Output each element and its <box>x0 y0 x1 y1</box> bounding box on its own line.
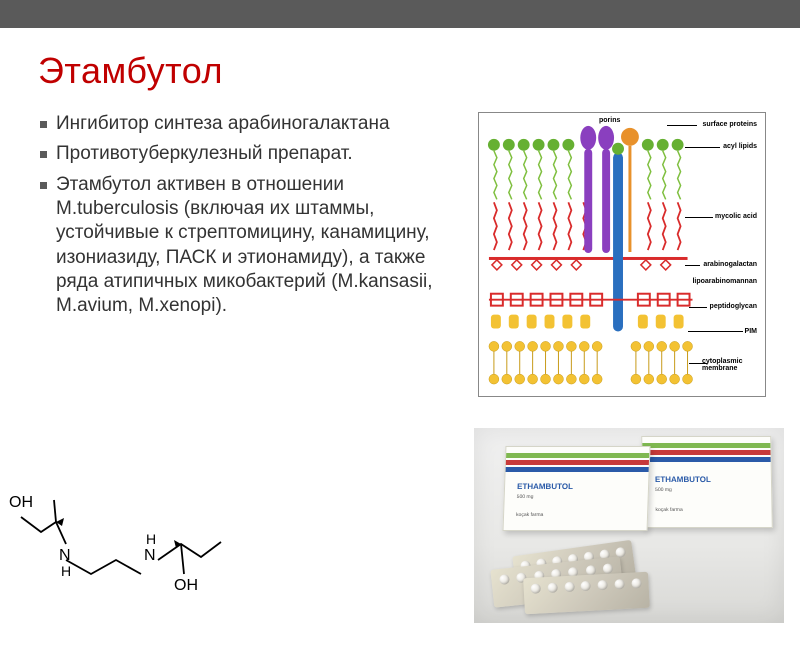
bullet-item: Ингибитор синтеза арабиногалактана <box>38 112 468 136</box>
svg-text:N: N <box>59 547 71 564</box>
blister-pack <box>523 572 650 614</box>
box-brand-label: ETHAMBUTOL <box>517 482 573 491</box>
box-dose-label: 500 mg <box>655 487 672 493</box>
arabinogalactan-row <box>489 257 688 270</box>
surface-protein-shape <box>621 128 639 146</box>
cell-wall-svg <box>479 113 765 396</box>
label-surface-proteins: surface proteins <box>703 121 757 128</box>
label-line <box>689 307 707 308</box>
diagram-column: porins surface proteins acyl lipids myco… <box>478 112 768 397</box>
top-bar <box>0 0 800 28</box>
chem-oh-label: OH <box>9 494 33 511</box>
cell-wall-diagram: porins surface proteins acyl lipids myco… <box>478 112 766 397</box>
content-row: Ингибитор синтеза арабиногалактана Проти… <box>38 112 772 397</box>
label-line <box>667 125 697 126</box>
pim-row <box>491 315 684 329</box>
label-line <box>689 363 707 364</box>
box-dose-label: 500 mg <box>517 494 534 500</box>
medicine-box: ETHAMBUTOL 500 mg koçak farma <box>503 446 651 531</box>
chem-oh-label: OH <box>174 577 198 594</box>
label-arabinogalactan: arabinogalactan <box>703 261 757 268</box>
text-column: Ингибитор синтеза арабиногалактана Проти… <box>38 112 468 397</box>
porin-shape <box>580 126 596 150</box>
bullet-item: Этамбутол активен в отношении M.tubercul… <box>38 173 468 319</box>
label-peptidoglycan: peptidoglycan <box>710 303 757 310</box>
box-brand-label: ETHAMBUTOL <box>655 475 711 484</box>
label-line <box>688 331 743 332</box>
medicine-box: ETHAMBUTOL 500 mg koçak farma <box>641 436 773 528</box>
peptidoglycan-row <box>489 294 693 306</box>
label-acyl-lipids: acyl lipids <box>723 143 757 150</box>
chemical-structure: OH N H N H OH <box>6 482 266 622</box>
lipoarabinomannan-shape <box>613 153 623 332</box>
cytoplasmic-membrane <box>489 341 693 384</box>
bullet-list: Ингибитор синтеза арабиногалактана Проти… <box>38 112 468 319</box>
label-porins: porins <box>599 117 620 124</box>
product-photo: ETHAMBUTOL 500 mg koçak farma ETHAMBUTOL… <box>474 428 784 623</box>
box-maker-label: koçak farma <box>516 512 543 518</box>
chem-n-label: N <box>144 547 156 564</box>
label-mycolic-acid: mycolic acid <box>715 213 757 220</box>
slide-title: Этамбутол <box>38 50 772 92</box>
label-cytoplasmic-membrane: cytoplasmic membrane <box>702 358 757 372</box>
slide-body: Этамбутол Ингибитор синтеза арабиногалак… <box>0 28 800 397</box>
label-line <box>685 265 700 266</box>
box-maker-label: koçak farma <box>655 507 682 513</box>
bullet-item: Противотуберкулезный препарат. <box>38 142 468 166</box>
porin-shape <box>598 126 614 150</box>
label-pim: PIM <box>745 328 757 335</box>
label-line <box>685 147 720 148</box>
label-line <box>685 217 713 218</box>
chem-h-label: H <box>61 563 71 579</box>
label-lipoarabinomannan: lipoarabinomannan <box>692 278 757 285</box>
svg-text:H: H <box>146 531 156 547</box>
